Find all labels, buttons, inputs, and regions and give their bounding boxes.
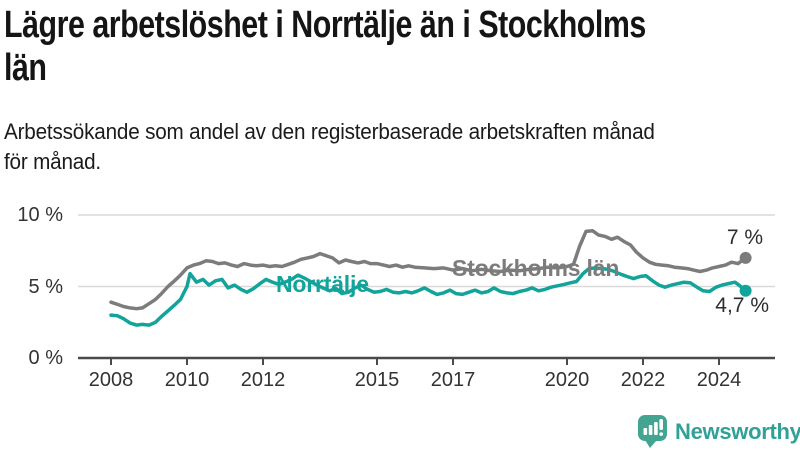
- y-axis-label: 10 %: [17, 204, 63, 226]
- chart-subtitle: Arbetssökande som andel av den registerb…: [4, 117, 800, 177]
- x-axis-label: 2015: [354, 369, 400, 391]
- x-axis-label: 2010: [164, 369, 210, 391]
- newsworthy-badge-icon: [638, 415, 667, 448]
- chart-title-line2: län: [4, 47, 47, 89]
- newsworthy-logo-text: Newsworthy: [675, 418, 800, 444]
- chart-title-line1: Lägre arbetslöshet i Norrtälje än i Stoc…: [4, 4, 646, 46]
- series-label-stockholms-lan: Stockholms län: [452, 255, 620, 281]
- x-axis-label: 2024: [696, 369, 742, 391]
- y-axis-label: 0 %: [28, 347, 63, 369]
- x-axis-label: 2017: [430, 369, 476, 391]
- x-axis-label: 2012: [240, 369, 286, 391]
- chart-subtitle-line2: för månad.: [4, 149, 101, 174]
- x-axis-label: 2022: [620, 369, 666, 391]
- end-value-label-stockholms-lan: 7 %: [726, 226, 763, 249]
- series-label-norrtalje: Norrtälje: [276, 271, 369, 297]
- series-end-dot-norrtalje: [739, 284, 752, 297]
- newsworthy-logo[interactable]: Newsworthy: [637, 414, 800, 449]
- series-line-norrtalje: [109, 266, 748, 327]
- chart-subtitle-line1: Arbetssökande som andel av den registerb…: [4, 119, 655, 144]
- x-axis-label: 2020: [544, 369, 590, 391]
- chart-title: Lägre arbetslöshet i Norrtälje än i Stoc…: [4, 4, 796, 90]
- end-value-label-norrtalje: 4,7 %: [715, 294, 769, 317]
- x-axis-label: 2008: [88, 369, 134, 391]
- series-line-stockholms-lan: [109, 228, 748, 311]
- y-axis-label: 5 %: [28, 275, 63, 298]
- series-end-dot-stockholms-lan: [739, 251, 752, 264]
